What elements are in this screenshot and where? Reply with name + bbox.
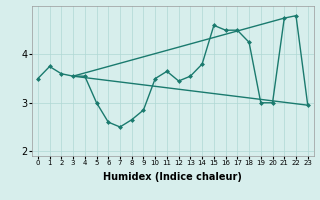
X-axis label: Humidex (Indice chaleur): Humidex (Indice chaleur) bbox=[103, 172, 242, 182]
